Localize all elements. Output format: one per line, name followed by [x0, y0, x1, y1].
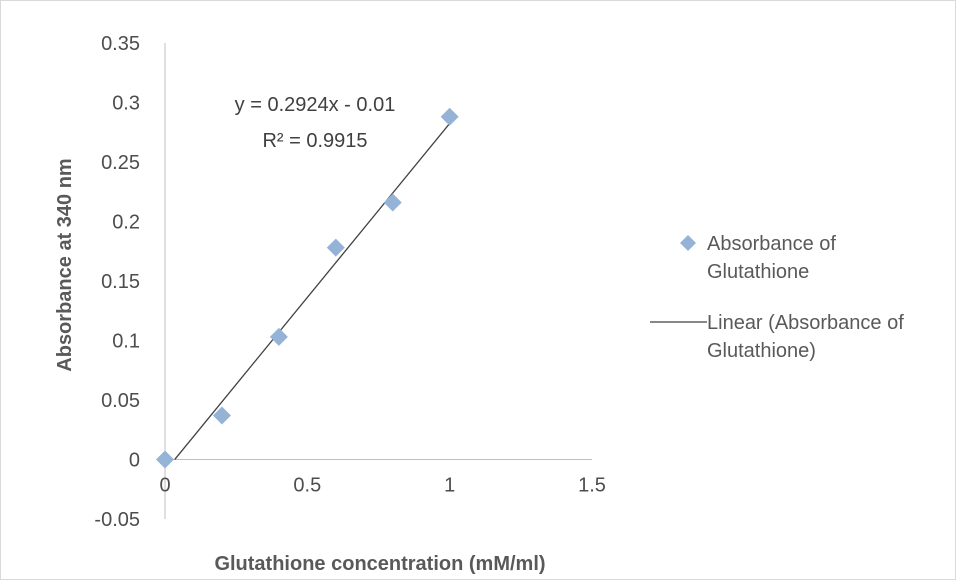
trendline — [174, 123, 451, 460]
legend-label-trendline: Linear (Absorbance of Glutathione) — [707, 312, 904, 362]
y-tick-label: 0.2 — [112, 212, 140, 234]
x-tick-label: 1 — [444, 475, 455, 497]
x-tick-label: 0 — [159, 475, 170, 497]
y-tick-label: 0 — [129, 450, 140, 472]
y-tick-label: 0.15 — [101, 271, 140, 293]
data-points — [156, 107, 459, 469]
legend-label-series: Absorbance of Glutathione — [707, 233, 836, 283]
data-point-diamond — [326, 238, 345, 257]
y-axis-title: Absorbance at 340 nm — [54, 158, 76, 371]
y-tick-labels: 0.35 0.3 0.25 0.2 0.15 0.1 0.05 0 -0.05 — [94, 33, 140, 531]
data-point-diamond — [440, 107, 459, 126]
y-tick-label: 0.3 — [112, 93, 140, 115]
data-point-diamond — [212, 406, 231, 425]
data-point-diamond — [269, 327, 288, 346]
y-tick-label: 0.25 — [101, 152, 140, 174]
y-tick-label: -0.05 — [94, 509, 140, 531]
data-point-diamond — [383, 193, 402, 212]
x-axis-title: Glutathione concentration (mM/ml) — [214, 553, 545, 575]
x-tick-label: 1.5 — [578, 475, 606, 497]
data-point-diamond — [156, 450, 174, 469]
x-tick-label: 0.5 — [293, 475, 321, 497]
legend-marker-diamond — [680, 235, 696, 251]
legend: Absorbance of Glutathione Linear (Absorba… — [650, 233, 904, 362]
trendline-r-squared: R² = 0.9915 — [262, 130, 367, 152]
y-tick-label: 0.05 — [101, 390, 140, 412]
trendline-equation: y = 0.2924x - 0.01 — [235, 94, 396, 116]
x-tick-labels: 0 0.5 1 1.5 — [159, 475, 605, 497]
y-tick-label: 0.35 — [101, 33, 140, 55]
y-tick-label: 0.1 — [112, 331, 140, 353]
